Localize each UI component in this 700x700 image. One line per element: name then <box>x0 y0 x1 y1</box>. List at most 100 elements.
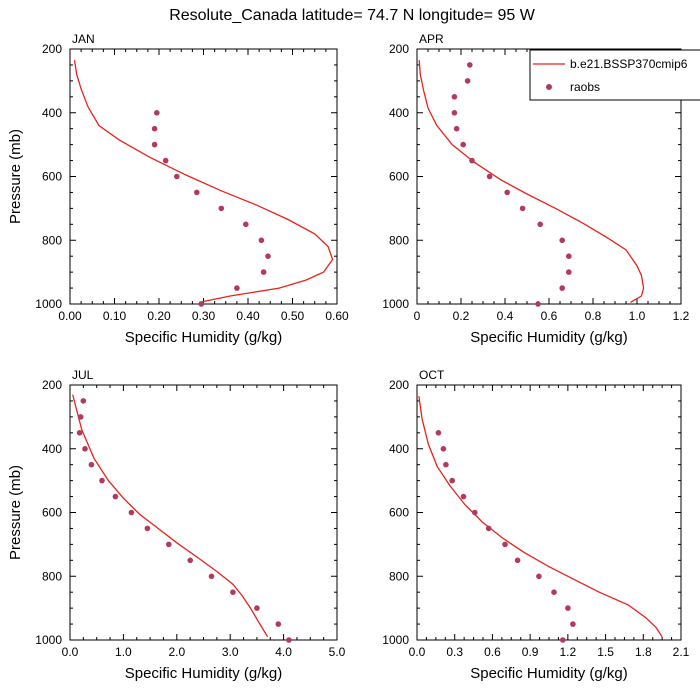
x-tick-label: 2.1 <box>673 645 690 659</box>
raobs-point <box>234 285 240 291</box>
panels-group: 0.00 0.10 0.20 0.30 0.40 0.50 0.60200400600800… <box>7 32 690 682</box>
x-tick-label: 0.0 <box>409 645 426 659</box>
x-tick-label: 0.00 <box>58 309 82 323</box>
raobs-point <box>76 430 83 436</box>
raobs-point <box>82 446 88 452</box>
raobs-point <box>162 157 169 164</box>
x-tick-label: 0.3 <box>446 645 463 659</box>
raobs-point <box>565 605 571 611</box>
raobs-point <box>460 493 467 500</box>
raobs-point <box>559 237 565 244</box>
plot-frame <box>416 384 682 641</box>
raobs-point <box>514 557 521 564</box>
x-tick-label: 0 <box>414 309 421 323</box>
raobs-point <box>449 477 456 484</box>
raobs-point <box>472 509 478 516</box>
raobs-point <box>440 446 447 452</box>
raobs-point <box>566 253 572 259</box>
x-tick-label: 5.0 <box>329 645 346 659</box>
raobs-point <box>486 173 493 180</box>
y-tick-label: 200 <box>389 42 409 56</box>
y-tick-label: 400 <box>42 442 62 456</box>
model-profile-line <box>418 60 645 303</box>
y-tick-label: 400 <box>42 106 62 120</box>
panel-title: JUL <box>72 368 94 382</box>
raobs-point <box>80 398 87 404</box>
raobs-point <box>88 461 95 468</box>
x-tick-label: 0.8 <box>585 309 602 323</box>
x-tick-label: 0.0 <box>62 645 79 659</box>
raobs-point <box>551 589 557 595</box>
x-tick-label: 0.30 <box>192 309 216 323</box>
legend-obs-marker <box>546 84 552 90</box>
y-tick-label: 200 <box>389 378 409 392</box>
raobs-point <box>112 493 119 500</box>
raobs-point <box>467 62 473 68</box>
chart-panel-jul: 0.0 1.0 2.0 3.0 4.0 5.0 200 400 600 800 1000 JUL Spe… <box>7 368 346 682</box>
raobs-point <box>464 78 471 84</box>
raobs-point <box>243 221 249 228</box>
x-tick-label: 1.5 <box>597 645 614 659</box>
x-tick-label: 0.60 <box>325 309 349 323</box>
raobs-point <box>77 414 84 420</box>
x-tick-label: 4.0 <box>275 645 292 659</box>
legend: b.e21.BSSP370cmip6 raobs <box>529 49 700 101</box>
panel-title: JAN <box>72 32 95 46</box>
raobs-point <box>99 477 105 484</box>
y-tick-label: 800 <box>42 233 62 247</box>
y-tick-label: 600 <box>42 506 62 520</box>
y-tick-label: 800 <box>389 569 409 583</box>
raobs-point <box>218 205 225 212</box>
chart-panel-jan: 0.00 0.10 0.20 0.30 0.40 0.50 0.60 200 400 600 800… <box>7 32 349 346</box>
raobs-point <box>258 237 265 244</box>
y-tick-label: 800 <box>42 569 62 583</box>
raobs-point <box>570 621 576 627</box>
raobs-point <box>435 430 442 436</box>
x-tick-label: 0.6 <box>484 645 501 659</box>
raobs-point <box>144 525 151 532</box>
y-tick-label: 200 <box>42 378 62 392</box>
model-profile-line <box>418 396 663 638</box>
chart-panel-oct: 0.0 0.3 0.6 0.9 1.2 1.5 1.8 2.1 200 400 600 800 1000… <box>382 368 689 682</box>
raobs-point <box>230 589 236 595</box>
raobs-point <box>198 301 205 307</box>
raobs-point <box>187 557 193 564</box>
y-tick-label: 600 <box>389 170 409 184</box>
raobs-point <box>536 573 542 580</box>
raobs-point <box>265 253 271 259</box>
raobs-point <box>535 301 541 307</box>
plot-frame <box>69 384 338 641</box>
raobs-point <box>453 125 460 132</box>
raobs-point <box>128 509 135 516</box>
x-tick-label: 0.4 <box>497 309 514 323</box>
y-tick-label: 800 <box>389 233 409 247</box>
panel-title: OCT <box>419 368 445 382</box>
x-tick-label: 0.6 <box>541 309 558 323</box>
raobs-point <box>451 110 458 116</box>
x-axis-title: Specific Humidity (g/kg) <box>470 665 628 682</box>
raobs-point <box>566 269 572 275</box>
raobs-point <box>208 573 215 580</box>
x-axis-title: Specific Humidity (g/kg) <box>125 329 283 346</box>
legend-obs-label: raobs <box>570 80 600 94</box>
raobs-point <box>485 525 492 532</box>
y-tick-label: 1000 <box>35 633 62 647</box>
x-tick-label: 1.2 <box>673 309 690 323</box>
raobs-point <box>502 541 508 548</box>
y-tick-label: 200 <box>42 42 62 56</box>
y-tick-label: 1000 <box>35 297 62 311</box>
x-tick-label: 0.2 <box>453 309 470 323</box>
x-axis-title: Specific Humidity (g/kg) <box>470 329 628 346</box>
raobs-point <box>560 637 566 643</box>
y-axis-title: Pressure (mb) <box>7 129 24 224</box>
raobs-point <box>469 157 475 164</box>
x-tick-label: 0.40 <box>236 309 260 323</box>
x-tick-label: 1.8 <box>635 645 652 659</box>
raobs-point <box>151 125 158 132</box>
model-profile-line <box>73 60 334 304</box>
y-tick-label: 400 <box>389 442 409 456</box>
x-tick-label: 0.10 <box>103 309 127 323</box>
x-tick-label: 2.0 <box>168 645 185 659</box>
x-tick-label: 1.0 <box>629 309 646 323</box>
